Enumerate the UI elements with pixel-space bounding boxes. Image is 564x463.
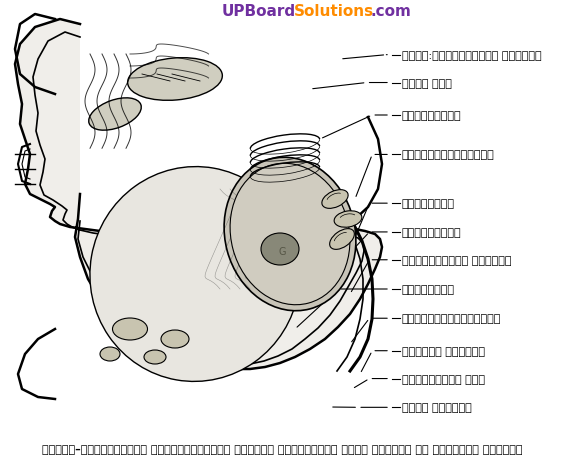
Ellipse shape (127, 58, 222, 101)
Ellipse shape (261, 233, 299, 265)
Text: G: G (278, 246, 286, 257)
Text: .com: .com (370, 5, 411, 19)
Text: हरित लवक: हरित लवक (402, 78, 452, 88)
Text: रिक्तिका: रिक्तिका (402, 284, 455, 294)
Ellipse shape (112, 319, 148, 340)
Ellipse shape (100, 347, 120, 361)
Polygon shape (15, 20, 382, 369)
Text: केन्द्रक: केन्द्रक (402, 199, 455, 209)
Ellipse shape (329, 229, 354, 250)
Text: केंद्रिका: केंद्रिका (402, 227, 461, 238)
Ellipse shape (89, 99, 141, 131)
Text: Solutions: Solutions (294, 5, 374, 19)
Text: चित्र–इलेक्ट्रॉन सूक्ष्मदर्शी द्वारा प्रदर्शित पादप कोशिका की आन्तरिक संरचना: चित्र–इलेक्ट्रॉन सूक्ष्मदर्शी द्वारा प्र… (42, 444, 522, 454)
Text: UPBoard: UPBoard (222, 5, 296, 19)
Text: गॉल्जीकाय: गॉल्जीकाय (402, 111, 461, 121)
Text: माइटोकॉंड्रिया: माइटोकॉंड्रिया (402, 150, 495, 160)
Ellipse shape (322, 190, 348, 209)
Text: कोशिका भित्ति: कोशिका भित्ति (402, 346, 485, 356)
Ellipse shape (334, 211, 362, 228)
Text: माइक्रोट्यूबल्स: माइक्रोट्यूबल्स (402, 313, 501, 324)
Ellipse shape (224, 158, 356, 311)
Ellipse shape (90, 167, 300, 382)
Text: जीवद्रव्यी तन्तुक: जीवद्रव्यी तन्तुक (402, 255, 512, 265)
Text: अन्त:प्रद्रव्यी जालिका: अन्त:प्रद्रव्यी जालिका (402, 50, 541, 61)
Text: जीवद्रव्य कला: जीवद्रव्य कला (402, 374, 485, 384)
Ellipse shape (161, 330, 189, 348)
Text: मध्य पटलिका: मध्य पटलिका (402, 402, 472, 413)
Ellipse shape (144, 350, 166, 364)
Ellipse shape (230, 164, 350, 305)
